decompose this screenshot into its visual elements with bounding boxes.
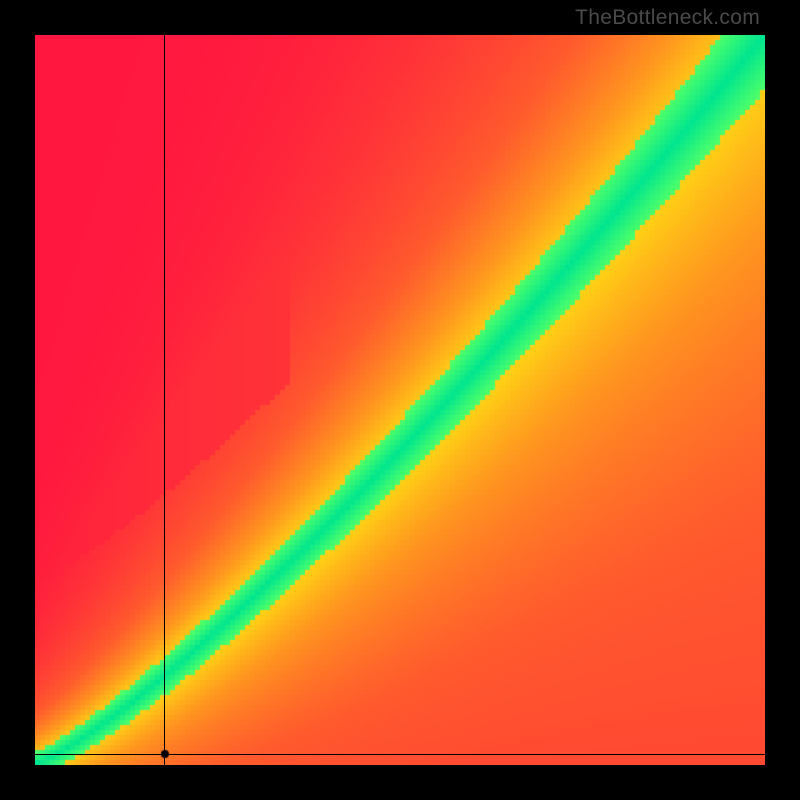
crosshair-horizontal <box>35 754 765 755</box>
heatmap-plot <box>35 35 765 765</box>
watermark-text: TheBottleneck.com <box>575 6 760 30</box>
heatmap-canvas <box>35 35 765 765</box>
crosshair-vertical <box>164 35 165 765</box>
